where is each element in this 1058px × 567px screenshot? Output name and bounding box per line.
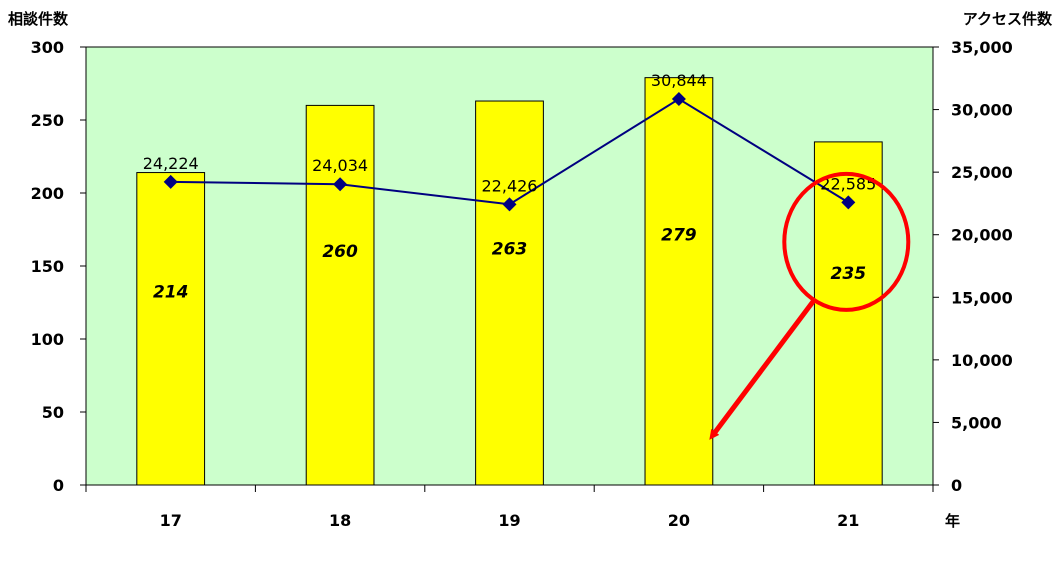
access-label-17: 24,224	[143, 154, 199, 173]
bar-17	[136, 172, 206, 486]
highlight-arrow	[709, 298, 817, 440]
y2-tick-10,000: 10,000	[951, 351, 1013, 370]
bar-19	[475, 100, 544, 486]
y-tick-150: 150	[31, 257, 64, 276]
x-tick-21: 21	[837, 511, 859, 530]
x-tick-19: 19	[498, 511, 520, 530]
y2-axis-title: アクセス件数	[963, 10, 1053, 28]
y-tick-200: 200	[31, 184, 64, 203]
y-tick-0: 0	[53, 476, 64, 495]
bar-label-19: 263	[492, 240, 528, 260]
y2-tick-0: 0	[951, 476, 962, 495]
y2-tick-15,000: 15,000	[951, 288, 1013, 307]
bar-18	[305, 104, 375, 486]
y-axis-title: 相談件数	[8, 10, 69, 28]
x-tick-17: 17	[160, 511, 182, 530]
y2-tick-30,000: 30,000	[951, 101, 1013, 120]
y2-tick-5,000: 5,000	[951, 413, 1002, 432]
access-label-19: 22,426	[482, 176, 538, 195]
y2-tick-25,000: 25,000	[951, 163, 1013, 182]
y2-tick-35,000: 35,000	[951, 38, 1013, 57]
access-point-19	[502, 197, 517, 212]
bar-label-17: 214	[153, 283, 189, 303]
access-point-21	[841, 195, 856, 210]
x-tick-20: 20	[668, 511, 690, 530]
access-label-20: 30,844	[651, 71, 707, 90]
y2-tick-20,000: 20,000	[951, 226, 1013, 245]
y-tick-300: 300	[31, 38, 64, 57]
bar-20	[644, 77, 714, 486]
bar-label-18: 260	[322, 242, 358, 262]
bar-label-20: 279	[661, 226, 697, 246]
bar-label-21: 235	[831, 264, 867, 284]
highlight-circle	[782, 171, 911, 312]
x-tick-18: 18	[329, 511, 351, 530]
access-point-18	[333, 177, 348, 192]
y-tick-100: 100	[31, 330, 64, 349]
access-point-20	[671, 92, 686, 107]
y-tick-250: 250	[31, 111, 64, 130]
access-label-18: 24,034	[312, 156, 368, 175]
access-point-17	[163, 174, 178, 189]
x-axis-title: 年	[945, 512, 960, 530]
access-label-21: 22,585	[820, 174, 876, 193]
y-tick-50: 50	[42, 403, 64, 422]
